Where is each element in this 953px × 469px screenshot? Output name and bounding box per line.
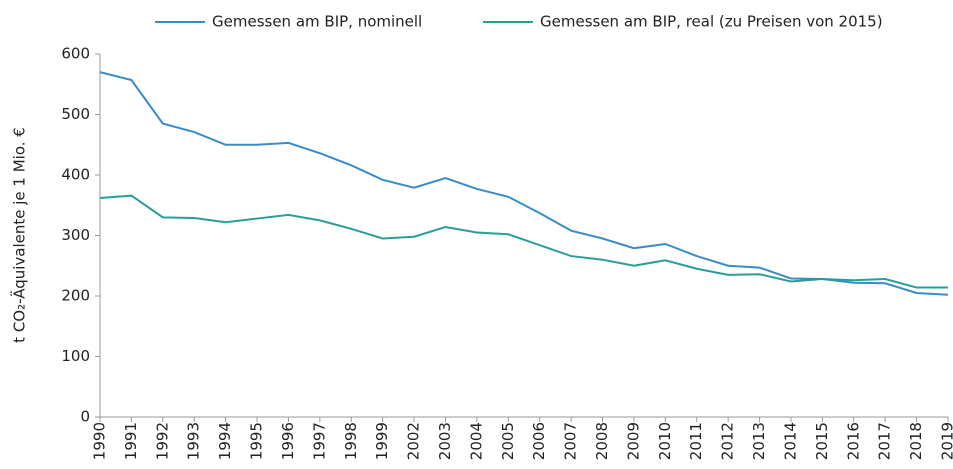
y-tick-label: 200 [61,287,90,305]
x-tick-label: 2008 [593,422,611,460]
x-tick-label: 2009 [624,422,642,460]
x-tick-label: 2013 [750,422,768,460]
x-tick-label: 2005 [499,422,517,460]
legend-label: Gemessen am BIP, nominell [212,13,422,31]
x-tick-label: 2010 [656,422,674,460]
y-tick-label: 100 [61,347,90,365]
x-tick-label: 2016 [844,422,862,460]
x-tick-label: 2015 [813,422,831,460]
x-tick-label: 2012 [719,422,737,460]
x-tick-label: 1998 [342,422,360,460]
x-tick-label: 2006 [530,422,548,460]
x-tick-label: 2004 [467,422,485,460]
x-tick-label: 1995 [248,422,266,460]
y-tick-label: 0 [80,408,90,426]
x-tick-label: 1997 [310,422,328,460]
x-tick-label: 2017 [876,422,894,460]
x-tick-label: 2011 [687,422,705,460]
y-tick-label: 300 [61,226,90,244]
y-tick-label: 600 [61,45,90,63]
x-tick-label: 2003 [436,422,454,460]
y-tick-label: 400 [61,166,90,184]
x-tick-label: 1990 [91,422,109,460]
x-tick-label: 1994 [216,422,234,460]
x-tick-label: 1992 [153,422,171,460]
y-tick-label: 500 [61,105,90,123]
series-line [99,71,949,296]
x-tick-label: 2002 [405,422,423,460]
y-axis-label: t CO₂-Äquivalente je 1 Mio. € [10,127,29,343]
x-tick-label: 2007 [562,422,580,460]
x-tick-label: 1991 [122,422,140,460]
x-tick-label: 2019 [939,422,953,460]
x-tick-label: 2014 [781,422,799,460]
legend-label: Gemessen am BIP, real (zu Preisen von 20… [540,13,883,31]
series-line [99,194,948,289]
x-tick-label: 1996 [279,422,297,460]
x-tick-label: 1993 [185,422,203,460]
x-tick-label: 2018 [907,422,925,460]
x-tick-label: 1999 [373,422,391,460]
